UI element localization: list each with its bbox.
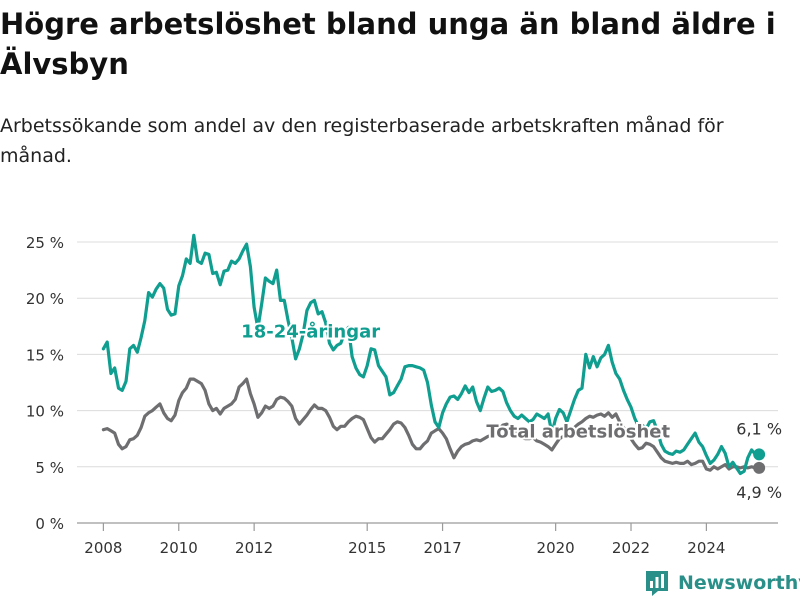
series-line-0	[101, 233, 761, 476]
series-lines	[101, 233, 766, 476]
gridlines	[77, 241, 778, 524]
y-tick-label: 20 %	[26, 290, 64, 308]
x-tick-label: 2024	[687, 539, 725, 557]
brand-logo: Newsworthy	[644, 568, 800, 598]
y-tick-label: 10 %	[26, 403, 64, 421]
x-tick-label: 2020	[537, 539, 575, 557]
series-name-label: 18-24-åringar	[241, 321, 380, 343]
brand-name: Newsworthy	[678, 572, 800, 594]
x-tick-label: 2015	[348, 539, 386, 557]
y-tick-label: 5 %	[35, 459, 64, 477]
y-tick-label: 0 %	[35, 515, 64, 533]
y-tick-label: 25 %	[26, 234, 64, 252]
x-tick-label: 2008	[84, 539, 122, 557]
x-tick-label: 2017	[423, 539, 461, 557]
series-end-point-1	[753, 461, 766, 474]
series-labels: 6,1 % 4,9 % 18-24-åringar Total arbetslöshe…	[239, 319, 782, 502]
series-end-point-0	[753, 448, 766, 461]
bar-chart-logo-icon	[646, 571, 668, 596]
chart-title: Högre arbetslöshet bland unga än bland ä…	[0, 7, 776, 81]
end-value-label: 4,9 %	[736, 483, 782, 502]
y-axis-ticks: 0 % 5 % 10 % 15 % 20 % 25 %	[26, 234, 64, 533]
x-tick-label: 2010	[160, 539, 198, 557]
x-tick-label: 2022	[612, 539, 650, 557]
end-value-label: 6,1 %	[736, 419, 782, 438]
series-name-label: Total arbetslöshet	[486, 422, 670, 443]
series-line-1	[101, 377, 761, 472]
y-tick-label: 15 %	[26, 346, 64, 364]
x-axis-ticks: 2008 2010 2012 2015 2017 2020 2022 2024	[84, 523, 725, 557]
x-tick-label: 2012	[235, 539, 273, 557]
chart-subtitle: Arbetssökande som andel av den registerb…	[0, 115, 724, 167]
